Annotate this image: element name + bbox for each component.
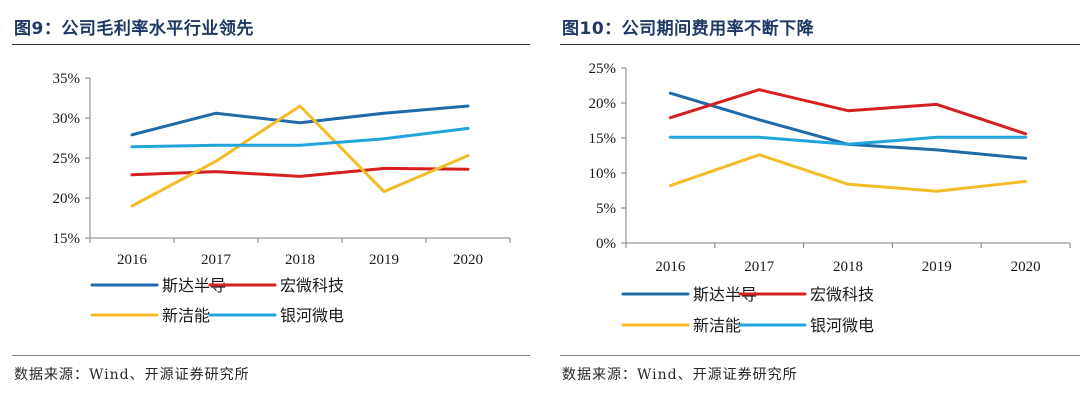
- x-tick-label: 2016: [117, 252, 148, 268]
- legend-label: 斯达半导: [162, 276, 226, 295]
- chart-title: 图10：公司期间费用率不断下降: [562, 19, 815, 39]
- legend-entry: 银河微电: [208, 306, 344, 325]
- x-tick-label: 2018: [285, 252, 315, 268]
- title-divider: [560, 44, 1080, 45]
- legend-label: 银河微电: [810, 316, 874, 335]
- series-line-宏微科技: [668, 88, 1028, 136]
- y-tick-label: 15%: [53, 231, 81, 247]
- x-tick-label: 2017: [744, 259, 775, 275]
- x-tick-label: 2017: [201, 252, 232, 268]
- legend-label: 宏微科技: [810, 285, 874, 304]
- series-line-斯达半导: [130, 104, 470, 137]
- legend-label: 斯达半导: [693, 285, 757, 304]
- chart-panel-left: 图9：公司毛利率水平行业领先 15% 20% 25% 30% 35% 2016 2017 20…: [0, 0, 530, 409]
- y-tick-label: 20%: [589, 96, 617, 112]
- y-tick-label: 30%: [53, 111, 81, 127]
- y-tick-label: 35%: [53, 71, 81, 87]
- y-tick-label: 25%: [53, 151, 81, 167]
- line-chart-expense-ratio: 0% 5% 10% 15% 20% 25% 2016 2017 2018 2019 2020 斯达半导…: [589, 61, 1071, 335]
- series-line-斯达半导: [668, 91, 1028, 160]
- y-tick-label: 10%: [589, 166, 617, 182]
- y-tick-label: 5%: [596, 201, 616, 217]
- source-divider: [560, 355, 1080, 356]
- line-chart-gross-margin: 15% 20% 25% 30% 35% 2016 2017 2018 2019 2020 斯达半导 宏…: [53, 71, 511, 325]
- legend-entry: 斯达半导: [90, 276, 226, 295]
- x-tick-label: 2018: [833, 259, 863, 275]
- x-tick-label: 2019: [922, 259, 952, 275]
- x-tick-label: 2016: [655, 259, 686, 275]
- series-line-宏微科技: [130, 166, 470, 178]
- series-line-银河微电: [668, 135, 1028, 146]
- legend-entry: 宏微科技: [738, 285, 874, 304]
- legend-label: 宏微科技: [280, 276, 344, 295]
- x-tick-label: 2020: [1011, 259, 1041, 275]
- series-line-新洁能: [668, 153, 1028, 193]
- legend-entry: 斯达半导: [621, 285, 757, 304]
- x-tick-label: 2019: [369, 252, 399, 268]
- chart-panel-right: 图10：公司期间费用率不断下降 0% 5% 10% 15% 20% 25% 2016 2017…: [548, 0, 1080, 409]
- title-divider: [12, 44, 530, 45]
- legend-label: 新洁能: [693, 316, 741, 335]
- legend-label: 银河微电: [280, 306, 344, 325]
- y-tick-label: 0%: [596, 236, 616, 252]
- series-line-新洁能: [130, 104, 470, 208]
- chart-title: 图9：公司毛利率水平行业领先: [14, 19, 254, 39]
- y-tick-label: 25%: [589, 61, 617, 77]
- source-divider: [12, 355, 530, 356]
- source-note: 数据来源：Wind、开源证券研究所: [562, 367, 798, 383]
- legend-label: 新洁能: [162, 306, 210, 325]
- legend-entry: 宏微科技: [208, 276, 344, 295]
- legend-entry: 银河微电: [738, 316, 874, 335]
- legend-entry: 新洁能: [90, 306, 210, 325]
- legend-entry: 新洁能: [621, 316, 741, 335]
- series-line-银河微电: [130, 126, 470, 149]
- y-tick-label: 15%: [589, 131, 617, 147]
- y-tick-label: 20%: [53, 191, 81, 207]
- x-tick-label: 2020: [453, 252, 483, 268]
- source-note: 数据来源：Wind、开源证券研究所: [14, 367, 250, 383]
